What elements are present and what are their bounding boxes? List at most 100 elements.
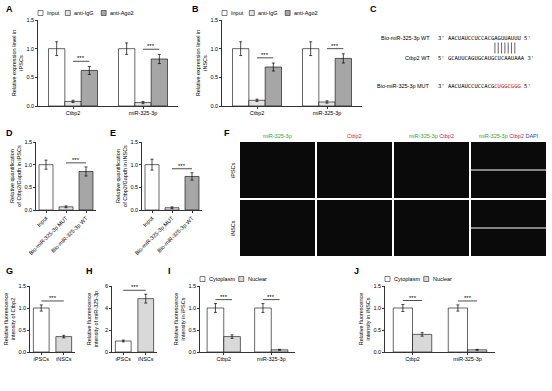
svg-text:C: C [370, 4, 377, 14]
svg-text:1.0: 1.0 [373, 305, 381, 311]
svg-text:Relative fluorescenceintensity: Relative fluorescenceintensity of Ctbp2 [3, 293, 16, 346]
svg-text:H: H [86, 266, 93, 276]
svg-text:miR-325-3p Ctbp2 DAPI: miR-325-3p Ctbp2 DAPI [479, 133, 539, 139]
svg-text:0.5: 0.5 [188, 327, 196, 333]
svg-text:0: 0 [105, 349, 108, 355]
svg-text:1.5: 1.5 [18, 283, 26, 289]
svg-text:1.0: 1.0 [130, 162, 138, 168]
svg-text:Ctbp2 WT: Ctbp2 WT [405, 55, 430, 61]
svg-text:***: *** [131, 284, 139, 290]
svg-text:Nuclear: Nuclear [248, 276, 267, 282]
svg-text:Relative fluorescenceintensity: Relative fluorescenceintensity in iNSCs [358, 293, 371, 346]
svg-text:Nuclear: Nuclear [433, 276, 452, 282]
svg-text:0.5: 0.5 [130, 184, 138, 190]
svg-text:0.5: 0.5 [373, 327, 381, 333]
svg-text:3' AACUAUCCUCCACGAGUUAUUU 5': 3' AACUAUCCUCCACGAGUUAUUU 5' [438, 35, 531, 41]
svg-text:0.0: 0.0 [373, 349, 381, 355]
svg-text:miR-325-3p: miR-325-3p [313, 110, 342, 116]
svg-text:***: *** [464, 295, 472, 301]
svg-text:***: *** [261, 52, 269, 58]
svg-text:1.5: 1.5 [26, 17, 34, 23]
svg-text:Relative expression level iniP: Relative expression level iniPSCs [11, 30, 24, 97]
svg-text:***: *** [331, 43, 339, 49]
svg-text:1.0: 1.0 [210, 46, 218, 52]
svg-text:iPSCs: iPSCs [116, 356, 132, 362]
svg-text:0.0: 0.0 [26, 103, 34, 109]
svg-text:Bio-miR-325-3p WT: Bio-miR-325-3p WT [156, 215, 195, 254]
svg-text:anti-IgG: anti-IgG [74, 10, 94, 16]
svg-text:0.0: 0.0 [210, 103, 218, 109]
svg-text:Ctbp2: Ctbp2 [405, 356, 420, 362]
svg-text:6: 6 [105, 283, 108, 289]
svg-text:Cytoplasm: Cytoplasm [209, 276, 235, 282]
svg-text:Bio-miR-325-3p MUT: Bio-miR-325-3p MUT [134, 215, 175, 256]
svg-text:Ctbp2: Ctbp2 [66, 110, 81, 116]
svg-text:2: 2 [105, 327, 108, 333]
svg-text:miR-325-3p: miR-325-3p [453, 356, 482, 362]
svg-text:1.0: 1.0 [26, 46, 34, 52]
svg-text:Relative quantificationof Ctbp: Relative quantificationof Ctbp2/Gapdh in… [9, 145, 22, 207]
svg-text:anti-IgG: anti-IgG [258, 10, 278, 16]
svg-text:Ctbp2: Ctbp2 [347, 133, 362, 139]
svg-text:Cytoplasm: Cytoplasm [394, 276, 420, 282]
svg-text:0.0: 0.0 [18, 349, 26, 355]
svg-text:1.5: 1.5 [373, 283, 381, 289]
svg-text:F: F [224, 128, 230, 138]
svg-text:3' AACUAUCCUCCACGCUGGCGGG 5': 3' AACUAUCCUCCACGCUGGCGGG 5' [438, 83, 531, 89]
svg-text:0.5: 0.5 [18, 327, 26, 333]
svg-text:I: I [168, 266, 171, 276]
svg-text:Input: Input [47, 10, 60, 16]
svg-text:A: A [6, 4, 13, 14]
svg-text:0.0: 0.0 [130, 207, 138, 213]
svg-text:1.5: 1.5 [188, 283, 196, 289]
svg-text:E: E [110, 128, 116, 138]
svg-text:***: *** [220, 294, 228, 300]
svg-text:5' GCAUUCAGUGCAUGCUCAAUAAA 3': 5' GCAUUCAGUGCAUGCUCAAUAAA 3' [438, 55, 534, 61]
svg-text:Bio-miR-325-3p MUT: Bio-miR-325-3p MUT [377, 83, 430, 89]
svg-text:Relative expression level iniN: Relative expression level iniNSCs [195, 30, 208, 97]
svg-text:0.0: 0.0 [188, 349, 196, 355]
svg-text:Bio-miR-325-3p MUT: Bio-miR-325-3p MUT [28, 215, 69, 256]
svg-text:0.0: 0.0 [24, 207, 32, 213]
svg-text:***: *** [77, 55, 85, 61]
svg-text:Bio-miR-325-3p WT: Bio-miR-325-3p WT [50, 215, 89, 254]
svg-text:Input: Input [231, 10, 244, 16]
svg-text:4: 4 [105, 305, 108, 311]
svg-text:iPSCs: iPSCs [34, 356, 50, 362]
svg-text:1.5: 1.5 [24, 139, 32, 145]
svg-text:Relative fluorescenceintensity: Relative fluorescenceintensity in iPSCs [173, 293, 186, 346]
svg-text:Ctbp2: Ctbp2 [250, 110, 265, 116]
svg-text:Bio-miR-325-3p WT: Bio-miR-325-3p WT [381, 35, 430, 41]
svg-text:G: G [6, 266, 13, 276]
svg-text:miR-325-3p: miR-325-3p [129, 110, 158, 116]
svg-text:1.0: 1.0 [188, 305, 196, 311]
svg-text:1.5: 1.5 [130, 139, 138, 145]
svg-text:Input: Input [142, 215, 155, 228]
svg-text:***: *** [49, 295, 57, 301]
svg-text:B: B [192, 4, 199, 14]
svg-text:***: *** [147, 43, 155, 49]
svg-text:iNSCs: iNSCs [138, 356, 154, 362]
svg-text:J: J [354, 266, 359, 276]
svg-text:iPSCs: iPSCs [230, 162, 236, 178]
svg-text:miR-325-3p: miR-325-3p [257, 356, 286, 362]
svg-text:***: *** [178, 163, 186, 169]
svg-text:***: *** [267, 294, 275, 300]
svg-text:Input: Input [36, 215, 49, 228]
svg-text:0.5: 0.5 [26, 74, 34, 80]
svg-text:1.5: 1.5 [210, 17, 218, 23]
svg-text:Ctbp2: Ctbp2 [216, 356, 231, 362]
svg-text:***: *** [409, 295, 417, 301]
svg-text:miR-325-3p Ctbp2: miR-325-3p Ctbp2 [409, 133, 454, 139]
svg-text:anti-Ago2: anti-Ago2 [294, 10, 318, 16]
svg-text:***: *** [72, 157, 80, 163]
svg-text:miR-325-3p: miR-325-3p [263, 133, 292, 139]
svg-text:iNSCs: iNSCs [56, 356, 72, 362]
svg-text:iNSCs: iNSCs [230, 220, 236, 236]
svg-text:Relative fluorescenceintensity: Relative fluorescenceintensity of miR-32… [86, 291, 99, 348]
svg-text:1.0: 1.0 [18, 305, 26, 311]
svg-text:anti-Ago2: anti-Ago2 [110, 10, 134, 16]
svg-text:0.5: 0.5 [210, 74, 218, 80]
svg-text:Relative quantificationof Ctbp: Relative quantificationof Ctbp2/Gapdh in… [115, 145, 128, 207]
svg-text:0.5: 0.5 [24, 184, 32, 190]
